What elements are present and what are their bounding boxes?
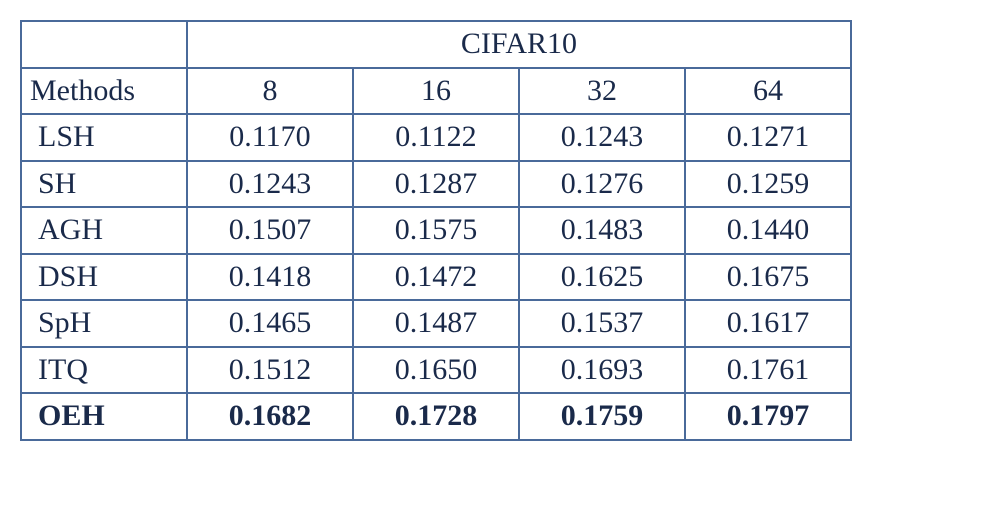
value-cell: 0.1761 (685, 347, 851, 394)
value-cell: 0.1728 (353, 393, 519, 440)
bit-header-cell: 16 (353, 68, 519, 115)
corner-cell (21, 21, 187, 68)
value-cell: 0.1271 (685, 114, 851, 161)
bit-header-cell: 8 (187, 68, 353, 115)
table-row: OEH0.16820.17280.17590.1797 (21, 393, 851, 440)
value-cell: 0.1487 (353, 300, 519, 347)
value-cell: 0.1287 (353, 161, 519, 208)
value-cell: 0.1170 (187, 114, 353, 161)
table-row: AGH0.15070.15750.14830.1440 (21, 207, 851, 254)
value-cell: 0.1625 (519, 254, 685, 301)
method-cell: SH (21, 161, 187, 208)
table-row: SpH0.14650.14870.15370.1617 (21, 300, 851, 347)
results-table-container: CIFAR10 Methods 8 16 32 64 LSH0.11700.11… (20, 20, 852, 441)
value-cell: 0.1759 (519, 393, 685, 440)
method-cell: DSH (21, 254, 187, 301)
value-cell: 0.1797 (685, 393, 851, 440)
table-row: LSH0.11700.11220.12430.1271 (21, 114, 851, 161)
value-cell: 0.1418 (187, 254, 353, 301)
value-cell: 0.1537 (519, 300, 685, 347)
value-cell: 0.1465 (187, 300, 353, 347)
results-table: CIFAR10 Methods 8 16 32 64 LSH0.11700.11… (20, 20, 852, 441)
value-cell: 0.1243 (187, 161, 353, 208)
value-cell: 0.1483 (519, 207, 685, 254)
method-cell: ITQ (21, 347, 187, 394)
table-row: SH0.12430.12870.12760.1259 (21, 161, 851, 208)
dataset-title-cell: CIFAR10 (187, 21, 851, 68)
value-cell: 0.1693 (519, 347, 685, 394)
bit-header-cell: 32 (519, 68, 685, 115)
value-cell: 0.1617 (685, 300, 851, 347)
value-cell: 0.1472 (353, 254, 519, 301)
value-cell: 0.1512 (187, 347, 353, 394)
method-cell: OEH (21, 393, 187, 440)
value-cell: 0.1243 (519, 114, 685, 161)
value-cell: 0.1675 (685, 254, 851, 301)
value-cell: 0.1276 (519, 161, 685, 208)
value-cell: 0.1259 (685, 161, 851, 208)
table-row: DSH0.14180.14720.16250.1675 (21, 254, 851, 301)
title-row: CIFAR10 (21, 21, 851, 68)
method-cell: SpH (21, 300, 187, 347)
value-cell: 0.1122 (353, 114, 519, 161)
value-cell: 0.1682 (187, 393, 353, 440)
value-cell: 0.1507 (187, 207, 353, 254)
value-cell: 0.1440 (685, 207, 851, 254)
value-cell: 0.1575 (353, 207, 519, 254)
table-row: ITQ0.15120.16500.16930.1761 (21, 347, 851, 394)
methods-header-cell: Methods (21, 68, 187, 115)
method-cell: AGH (21, 207, 187, 254)
bit-header-cell: 64 (685, 68, 851, 115)
method-cell: LSH (21, 114, 187, 161)
value-cell: 0.1650 (353, 347, 519, 394)
header-row: Methods 8 16 32 64 (21, 68, 851, 115)
